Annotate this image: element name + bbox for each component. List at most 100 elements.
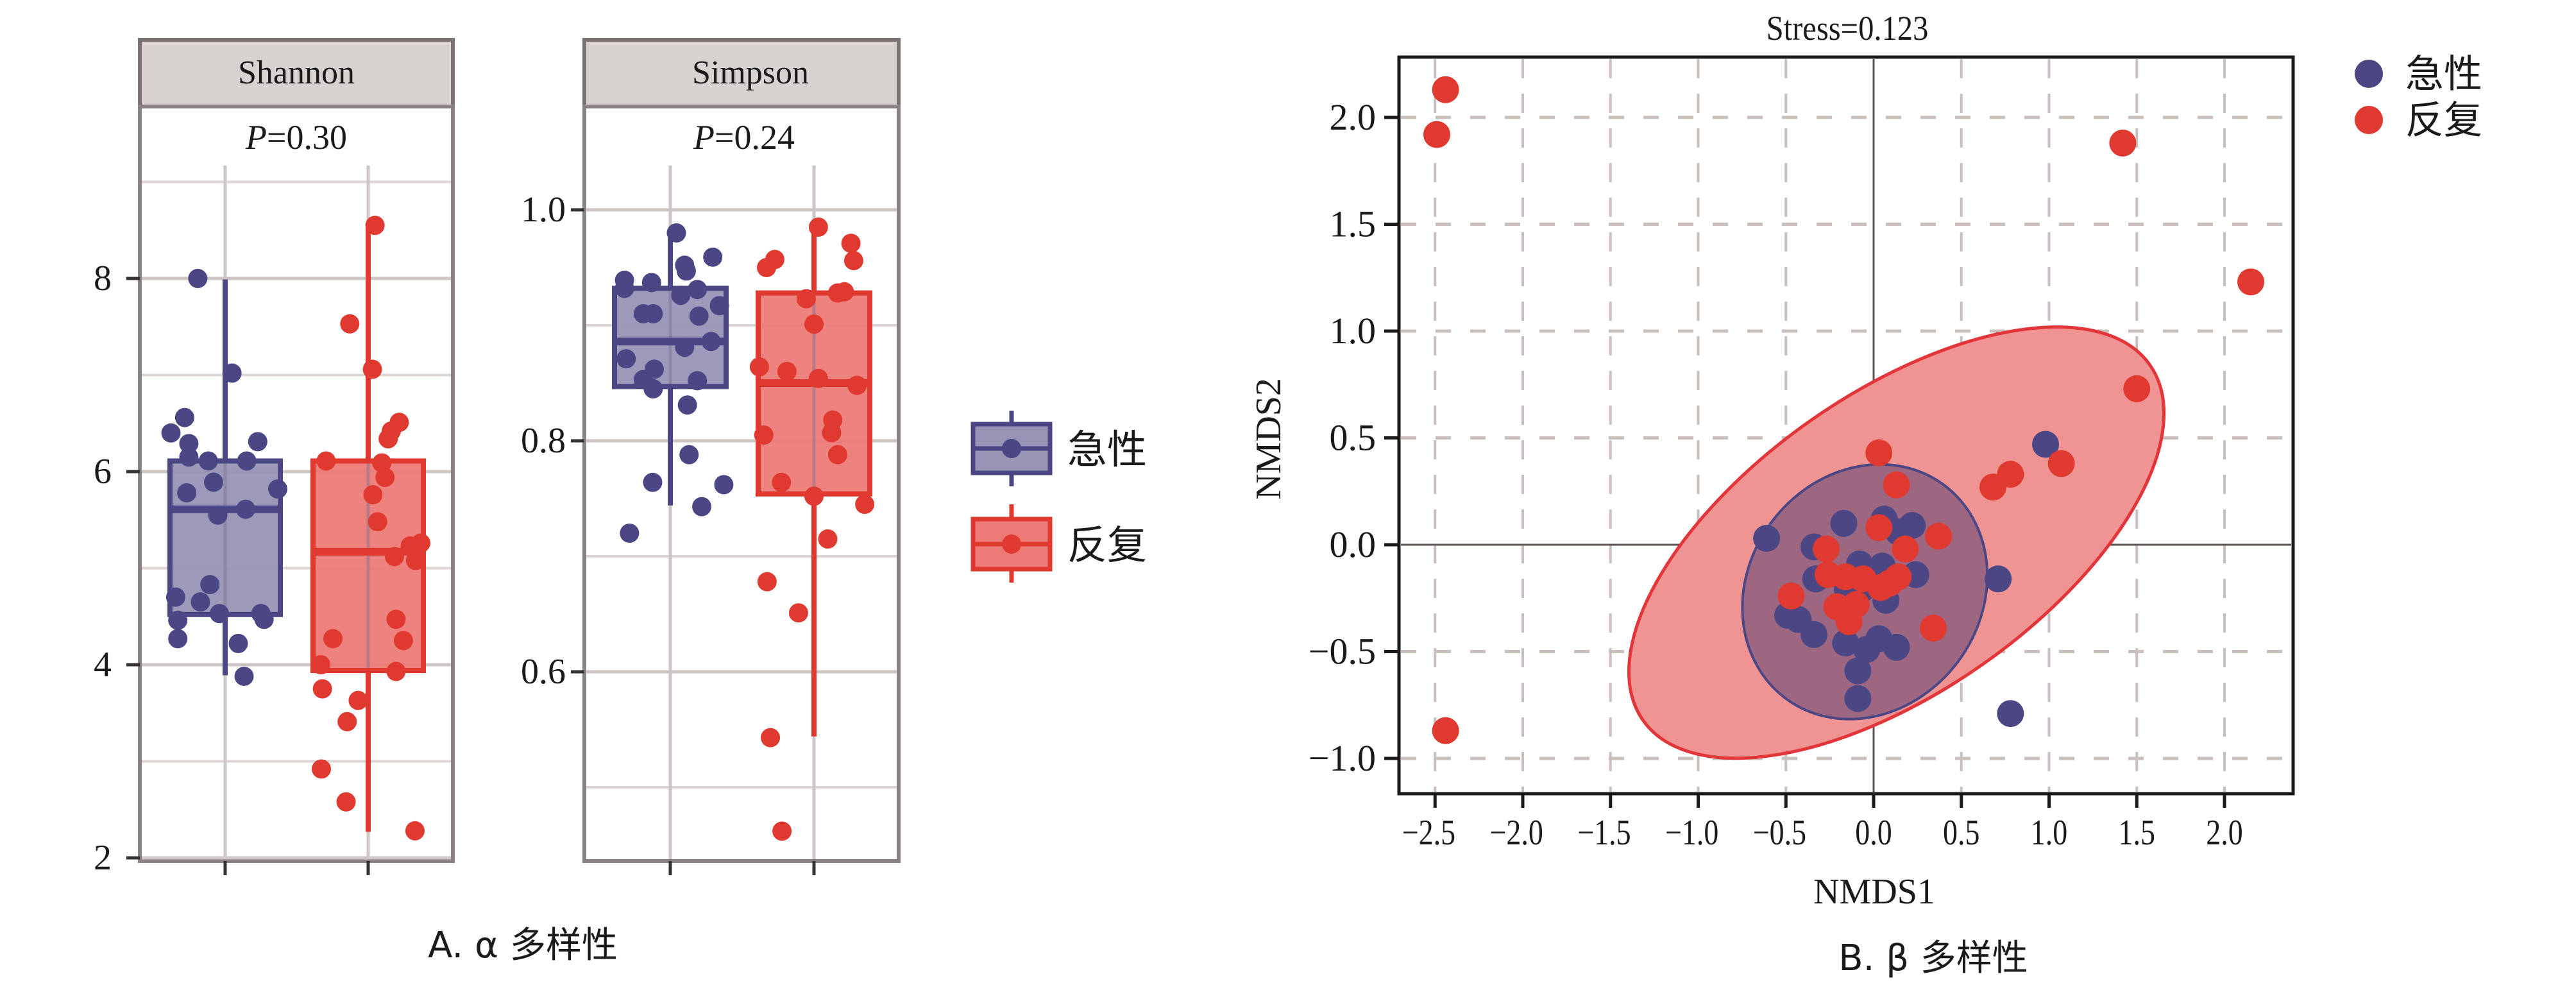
point-acute: [1985, 565, 2012, 593]
point-recurrent: [1865, 514, 1893, 542]
point-recurrent: [1867, 574, 1894, 601]
nmds-y-axis: −1.0 −0.5 0.0 0.5 1.0 1.5 2.0: [1309, 96, 1399, 779]
shannon-p-value: P=0.30: [245, 118, 347, 157]
data-point: [643, 379, 663, 398]
data-point: [311, 655, 331, 674]
nmds-panel: Stress=0.123 −2.5 −2.0 −1.5 −1.0 −0.5 0.0 0.5 1…: [1249, 10, 2295, 912]
data-point: [188, 269, 208, 288]
data-point: [368, 512, 387, 532]
data-point: [375, 468, 395, 488]
nmds-ylabel: NMDS2: [1249, 378, 1289, 500]
simpson-y-axis: 0.6 0.8 1.0: [521, 190, 584, 692]
shannon-p-number: =0.30: [267, 118, 347, 157]
data-point: [228, 633, 248, 653]
nmds-legend-item-recurrent[interactable]: 反复: [2355, 98, 2482, 143]
point-acute: [1844, 685, 1872, 712]
data-point: [208, 505, 228, 525]
data-point: [804, 486, 824, 506]
data-point: [235, 499, 255, 519]
nmds-legend-acute-dot: [2355, 60, 2383, 88]
data-point: [620, 524, 640, 543]
x-tick-label: −2.0: [1490, 813, 1543, 853]
x-tick-label: 1.0: [2031, 813, 2067, 853]
data-point: [835, 282, 854, 302]
data-point: [340, 314, 360, 334]
nmds-legend-recurrent-label: 反复: [2405, 98, 2482, 143]
data-point: [614, 278, 634, 298]
data-point: [254, 610, 274, 629]
data-point: [701, 332, 721, 352]
nmds-legend-recurrent-dot: [2355, 106, 2383, 134]
data-point: [643, 304, 663, 323]
point-recurrent: [1835, 608, 1863, 635]
data-point: [362, 359, 382, 379]
data-point: [161, 423, 181, 443]
data-point: [203, 472, 223, 492]
data-point: [237, 451, 257, 471]
shannon-title: Shannon: [238, 55, 355, 91]
y-tick-label: 0.0: [1330, 524, 1377, 565]
simpson-x-axis: [668, 861, 816, 875]
data-point: [689, 306, 709, 326]
boxplot-legend-item-recurrent[interactable]: 反复: [970, 504, 1147, 583]
data-point: [796, 289, 816, 309]
data-point: [316, 451, 336, 471]
data-point: [761, 728, 781, 747]
data-point: [168, 629, 188, 649]
data-point: [222, 363, 242, 383]
y-tick-label: 6: [94, 452, 112, 491]
data-point: [808, 218, 828, 237]
data-point: [688, 280, 708, 300]
data-point: [378, 429, 398, 448]
point-recurrent: [2237, 268, 2265, 296]
point-recurrent: [1919, 614, 1947, 642]
data-point: [709, 296, 729, 316]
data-point: [757, 572, 777, 592]
data-point: [177, 483, 197, 503]
nmds-xlabel: NMDS1: [1813, 872, 1935, 912]
point-recurrent: [1432, 76, 1459, 103]
point-recurrent: [1979, 474, 2006, 501]
x-tick-label: 2.0: [2206, 813, 2242, 853]
data-point: [268, 479, 287, 499]
data-point: [234, 667, 254, 687]
data-point: [772, 821, 792, 841]
point-recurrent: [2109, 129, 2137, 157]
y-tick-label: 0.6: [521, 652, 566, 692]
box-group-acute: [161, 269, 287, 687]
point-acute: [1753, 525, 1781, 552]
data-point: [336, 792, 356, 812]
data-point: [365, 216, 385, 235]
data-point: [827, 445, 847, 465]
x-tick-label: −1.5: [1577, 813, 1631, 853]
point-recurrent: [2123, 375, 2151, 402]
boxplot-legend-item-acute[interactable]: 急性: [970, 411, 1147, 486]
point-acute: [1844, 657, 1872, 685]
data-point: [676, 261, 696, 281]
data-point: [385, 547, 404, 567]
data-point: [666, 223, 686, 243]
x-tick-label: −2.5: [1402, 813, 1455, 853]
y-tick-label: 0.8: [521, 421, 566, 461]
point-recurrent: [1883, 471, 1910, 499]
data-point: [616, 349, 636, 369]
data-point: [703, 247, 723, 267]
data-point: [688, 371, 708, 391]
simpson-p-symbol: P: [693, 118, 715, 157]
data-point: [643, 472, 663, 492]
data-point: [191, 592, 210, 612]
data-point: [818, 529, 838, 549]
shannon-y-axis: 2 4 6 8: [94, 259, 140, 878]
data-point: [641, 273, 661, 293]
y-tick-label: 1.5: [1330, 203, 1377, 245]
nmds-gridlines: [1401, 59, 2291, 792]
x-tick-label: 1.5: [2119, 813, 2155, 853]
data-point: [312, 679, 332, 699]
x-tick-label: −0.5: [1753, 813, 1806, 853]
y-tick-label: 8: [94, 259, 112, 298]
data-point: [671, 286, 691, 305]
data-point: [400, 536, 420, 556]
data-point: [749, 357, 769, 377]
nmds-legend-item-acute[interactable]: 急性: [2355, 52, 2482, 97]
data-point: [363, 485, 383, 505]
